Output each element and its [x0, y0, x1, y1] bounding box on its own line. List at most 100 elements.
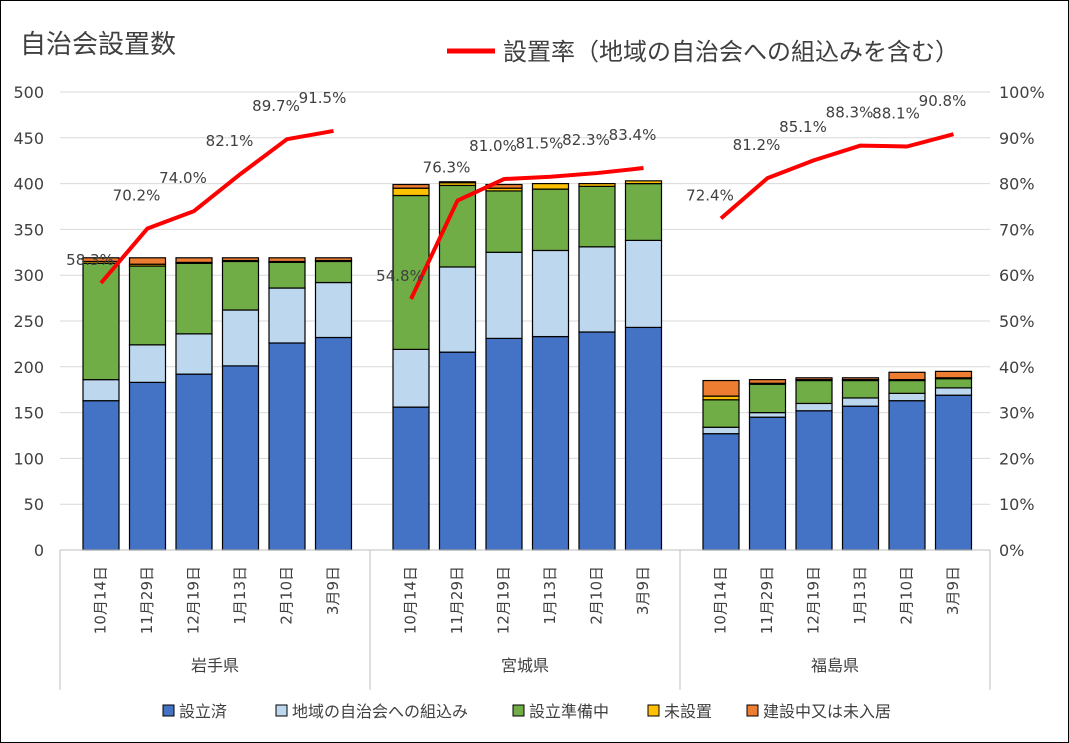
x-tick-label: 2月10日: [588, 566, 606, 625]
x-tick-label: 2月10日: [278, 566, 296, 625]
bar-segment: [531, 249, 570, 338]
bar-segment: [795, 379, 833, 405]
x-tick-label: 11月29日: [758, 566, 776, 634]
bar-segment: [702, 433, 740, 551]
bar-segment: [128, 265, 167, 346]
legend-swatch: [162, 704, 175, 717]
bar-segment: [934, 394, 973, 551]
bar-segment: [175, 373, 213, 551]
bar-segment: [175, 262, 213, 335]
bar-segment: [485, 251, 523, 340]
y-right-tick-label: 30%: [999, 404, 1035, 423]
rate-data-label: 74.0%: [159, 169, 207, 187]
y-right-tick-label: 60%: [999, 266, 1035, 285]
bar-segment: [392, 187, 430, 197]
rate-line: [99, 128, 334, 285]
bar-segment: [82, 379, 120, 402]
rate-data-label: 83.4%: [609, 126, 657, 144]
bar-segment: [221, 365, 260, 551]
bar-segment: [392, 406, 430, 551]
rate-data-label: 81.5%: [516, 135, 564, 153]
bar-segment: [578, 246, 616, 333]
bar-segment: [128, 257, 167, 265]
x-tick-label: 11月29日: [138, 566, 156, 634]
bar-segment: [702, 399, 740, 428]
bar-segment: [485, 190, 523, 253]
group-label: 岩手県: [191, 656, 239, 675]
bar-segment: [748, 412, 787, 418]
bar-segment: [221, 257, 260, 262]
bar-segment: [934, 370, 973, 379]
bar-segment: [934, 378, 973, 389]
y-left-tick-label: 450: [13, 129, 44, 148]
rate-data-label: 85.1%: [779, 118, 827, 136]
bar-segment: [934, 387, 973, 396]
y-left-tick-label: 350: [13, 220, 44, 239]
bar-segment: [531, 188, 570, 252]
rate-data-label: 82.1%: [206, 132, 254, 150]
x-tick-label: 12月19日: [185, 566, 203, 634]
rate-data-label: 54.8%: [376, 267, 424, 285]
x-tick-label: 12月19日: [495, 566, 513, 634]
line-legend-label: 設置率（地域の自治会への組込みを含む）: [503, 38, 959, 66]
legend-swatch: [647, 704, 660, 717]
y-right-tick-label: 0%: [999, 541, 1024, 560]
x-tick-label: 10月14日: [712, 566, 730, 634]
bar-segment: [795, 402, 833, 412]
x-tick-label: 3月9日: [944, 566, 962, 615]
rate-data-label: 88.3%: [826, 104, 874, 122]
bar-segment: [624, 239, 663, 329]
legend-swatch: [746, 704, 759, 717]
rate-data-label: 81.0%: [469, 137, 517, 155]
bar-segment: [82, 400, 120, 551]
bar-segment: [888, 379, 926, 394]
rate-data-label: 76.3%: [423, 159, 471, 177]
x-tick-label: 1月13日: [231, 566, 249, 625]
bar-segment: [624, 180, 663, 185]
x-tick-label: 3月9日: [324, 566, 342, 615]
rate-data-label: 70.2%: [113, 186, 161, 204]
x-tick-label: 3月9日: [634, 566, 652, 615]
y-left-tick-label: 500: [13, 83, 44, 102]
bar-segment: [268, 257, 306, 263]
bar-segment: [624, 183, 663, 241]
rate-data-label: 88.1%: [872, 105, 920, 123]
bar-segment: [314, 281, 353, 339]
bar-segment: [392, 183, 430, 189]
x-tick-label: 11月29日: [448, 566, 466, 634]
bar-segment: [175, 257, 213, 263]
bar-segment: [578, 183, 616, 187]
bar-segment: [128, 344, 167, 383]
legend-swatch: [275, 704, 288, 717]
y-right-tick-label: 40%: [999, 358, 1035, 377]
bar-segment: [221, 260, 260, 311]
bar-segment: [888, 392, 926, 402]
rate-data-label: 89.7%: [252, 97, 300, 115]
bar-segment: [314, 260, 353, 284]
bar-segment: [795, 377, 833, 381]
bar-segment: [314, 257, 353, 262]
legend-swatch: [512, 704, 525, 717]
bar-segment: [748, 383, 787, 414]
legend-label: 設立済: [179, 702, 227, 721]
bar-segment: [841, 405, 880, 551]
rate-line: [719, 132, 955, 220]
x-tick-label: 12月19日: [805, 566, 823, 634]
bar-segment: [128, 381, 167, 551]
y-right-tick-label: 70%: [999, 220, 1035, 239]
y-right-tick-label: 10%: [999, 495, 1035, 514]
bar-segment: [268, 287, 306, 344]
bar-segment: [748, 416, 787, 551]
rate-data-label: 90.8%: [919, 92, 967, 110]
bar-segment: [175, 333, 213, 375]
y-right-tick-label: 80%: [999, 175, 1035, 194]
bar-segment: [268, 342, 306, 551]
bar-segment: [531, 335, 570, 551]
bar-segment: [578, 185, 616, 248]
bar-segment: [888, 400, 926, 551]
rate-data-label: 91.5%: [299, 89, 347, 107]
bar-segment: [438, 181, 477, 184]
y-left-tick-label: 300: [13, 266, 44, 285]
bar-segment: [888, 371, 926, 381]
